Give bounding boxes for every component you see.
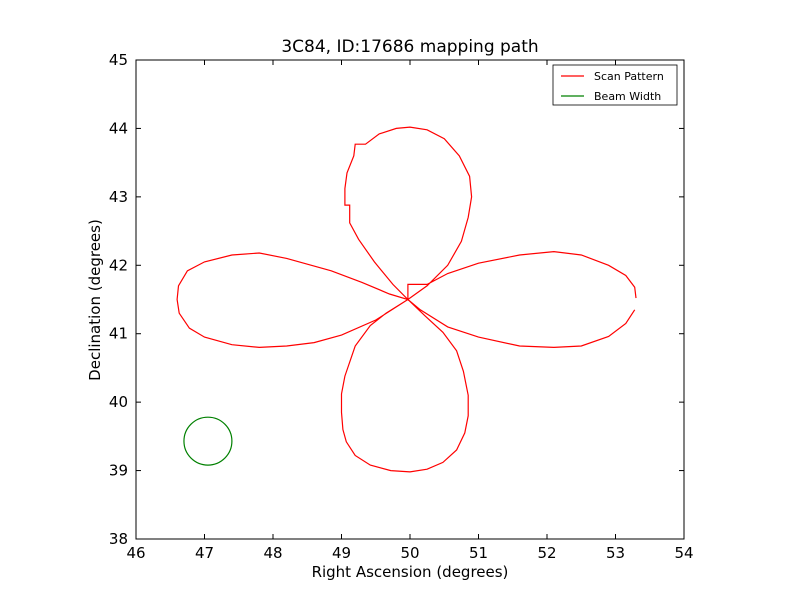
scan-pattern-line-1 <box>176 252 636 473</box>
y-tick-label-42: 42 <box>109 256 128 274</box>
y-tick-label-43: 43 <box>109 188 128 206</box>
x-tick-label-50: 50 <box>400 544 419 562</box>
chart-title: 3C84, ID:17686 mapping path <box>281 37 538 57</box>
x-axis-label: Right Ascension (degrees) <box>312 563 509 581</box>
x-tick-label-52: 52 <box>537 544 556 562</box>
x-tick-label-54: 54 <box>674 544 693 562</box>
axes-frame <box>135 59 685 540</box>
y-tick-label-38: 38 <box>109 530 128 548</box>
y-axis-label: Declination (degrees) <box>86 219 104 381</box>
tick-layer: 46 47 48 49 50 51 52 53 54 38 39 40 41 42 43 44 45 <box>109 51 694 562</box>
y-tick-label-39: 39 <box>109 462 128 480</box>
axes-background <box>136 60 684 539</box>
legend: Scan Pattern Beam Width <box>552 64 678 106</box>
scan-pattern-line-2 <box>344 126 637 301</box>
y-tick-label-41: 41 <box>109 325 128 343</box>
legend-scan-label: Scan Pattern <box>594 70 664 83</box>
x-tick-label-47: 47 <box>195 544 214 562</box>
y-tick-label-40: 40 <box>109 393 128 411</box>
x-tick-label-48: 48 <box>263 544 282 562</box>
beam-width-circle <box>183 416 233 466</box>
x-tick-label-46: 46 <box>126 544 145 562</box>
series-layer <box>176 126 637 473</box>
x-tick-label-53: 53 <box>606 544 625 562</box>
legend-box <box>552 64 678 106</box>
y-tick-label-45: 45 <box>109 51 128 69</box>
y-tick-label-44: 44 <box>109 119 128 137</box>
x-tick-label-51: 51 <box>469 544 488 562</box>
legend-beam-label: Beam Width <box>594 90 661 103</box>
x-tick-label-49: 49 <box>332 544 351 562</box>
